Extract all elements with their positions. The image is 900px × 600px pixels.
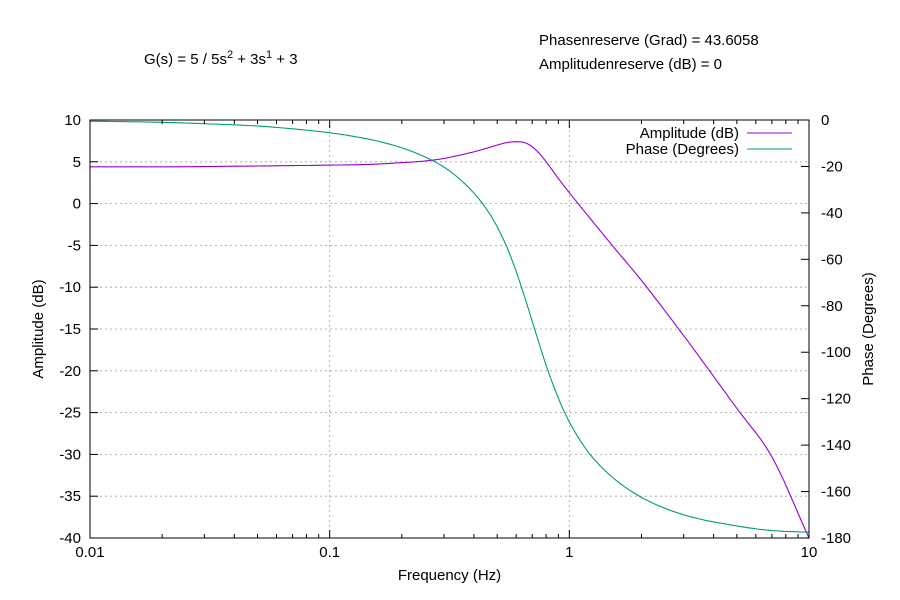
y-axis-label: Amplitude (dB) <box>30 279 47 378</box>
y-tick-label: -40 <box>59 530 81 547</box>
x-axis-label: Frequency (Hz) <box>398 567 501 584</box>
grid <box>90 120 809 538</box>
ticks: 0.01 0.1 1 10 10 5 0 -5 -10 -15 -20 -25 -30 -35 -40 0 -2… <box>59 112 851 561</box>
x-tick-label: 1 <box>565 544 573 561</box>
y-tick-label: 0 <box>73 196 81 213</box>
y-tick-label: -10 <box>59 279 81 296</box>
phase-margin-label: Phasenreserve (Grad) = 43.6058 <box>539 32 759 49</box>
x-tick-label: 0.1 <box>319 544 340 561</box>
tf-exponent: 2 <box>226 49 234 61</box>
y2-tick-label: -80 <box>821 298 843 315</box>
gain-margin-label: Amplitudenreserve (dB) = 0 <box>539 56 723 73</box>
legend-label: Phase (Degrees) <box>626 141 739 158</box>
x-tick-label: 10 <box>801 544 818 561</box>
y2-tick-label: 0 <box>821 112 829 129</box>
tf-exponent: 1 <box>266 49 273 61</box>
y2-tick-label: -60 <box>821 251 843 268</box>
y-tick-label: -25 <box>59 405 81 422</box>
y-tick-label: -20 <box>59 363 81 380</box>
y2-tick-label: -20 <box>821 158 843 175</box>
y-tick-label: -5 <box>68 237 81 254</box>
y2-tick-label: -40 <box>821 205 843 222</box>
series-line-amplitude <box>90 141 810 539</box>
y-tick-label: 5 <box>73 154 81 171</box>
y2-tick-label: -180 <box>821 530 851 547</box>
legend-label: Amplitude (dB) <box>640 125 739 142</box>
y2-tick-label: -100 <box>821 344 851 361</box>
y-tick-label: -15 <box>59 321 81 338</box>
y2-axis-label: Phase (Degrees) <box>860 272 877 385</box>
tf-part: G(s) = 5 / 5s <box>144 51 227 68</box>
y-tick-label: 10 <box>64 112 81 129</box>
y2-tick-label: -160 <box>821 484 851 501</box>
series-line-phase <box>89 120 810 533</box>
x-tick-label: 0.01 <box>75 544 104 561</box>
tf-part: + 3 <box>272 51 298 68</box>
y2-tick-label: -120 <box>821 391 851 408</box>
legend: Amplitude (dB)Phase (Degrees) <box>626 125 792 158</box>
tf-part: + 3s <box>233 51 267 68</box>
series-layer <box>89 120 810 539</box>
transfer-function: G(s) = 5 / 5s2 + 3s1 + 3 <box>144 49 298 68</box>
y-tick-label: -30 <box>59 446 81 463</box>
y2-tick-label: -140 <box>821 437 851 454</box>
y-tick-label: -35 <box>59 488 81 505</box>
